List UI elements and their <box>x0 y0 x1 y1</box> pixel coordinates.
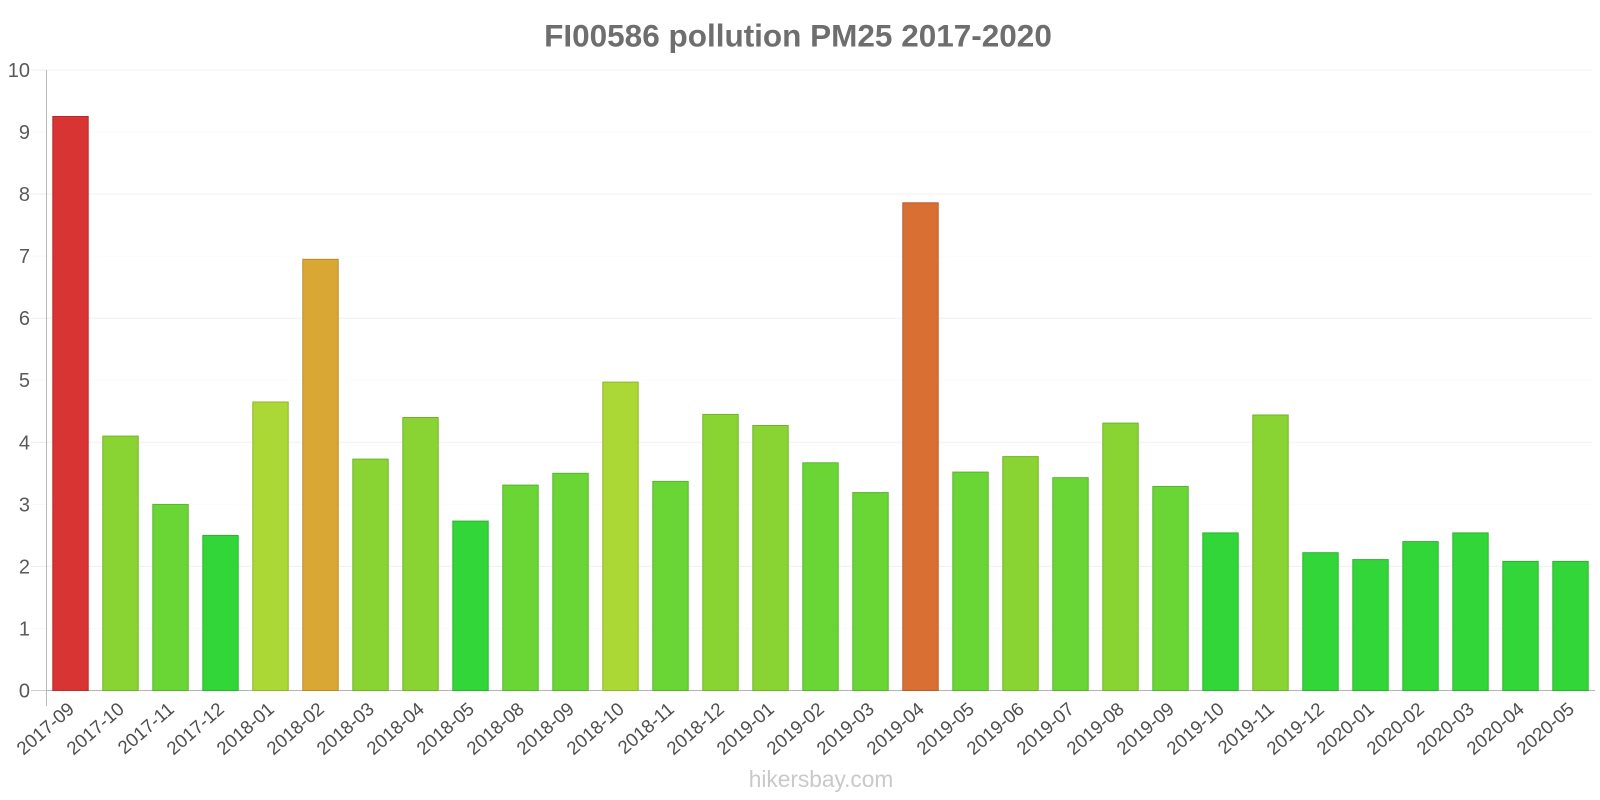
svg-text:4: 4 <box>19 432 30 454</box>
svg-text:hikersbay.com: hikersbay.com <box>749 766 894 792</box>
svg-text:10: 10 <box>8 60 30 82</box>
svg-text:9: 9 <box>19 122 30 144</box>
svg-text:1: 1 <box>19 619 30 641</box>
svg-text:2: 2 <box>19 556 30 578</box>
svg-text:8: 8 <box>19 184 30 206</box>
svg-text:5: 5 <box>19 370 30 392</box>
svg-text:6: 6 <box>19 308 30 330</box>
svg-text:FI00586 pollution PM25 2017-20: FI00586 pollution PM25 2017-2020 <box>544 17 1052 53</box>
svg-text:3: 3 <box>19 494 30 516</box>
svg-text:7: 7 <box>19 246 30 268</box>
svg-text:0: 0 <box>19 681 30 703</box>
